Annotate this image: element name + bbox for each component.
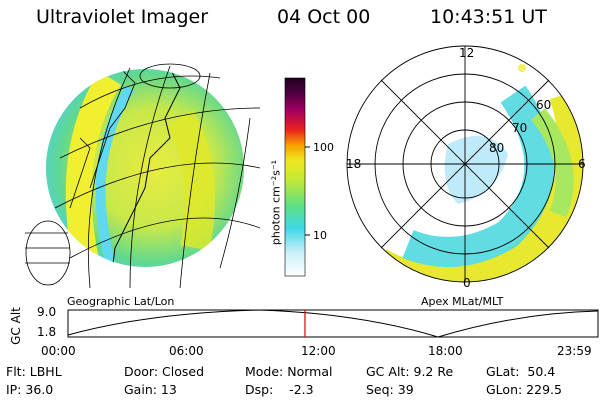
polar-plot-panel (346, 45, 584, 283)
status-mode: Mode: Normal (245, 364, 333, 379)
polar-panel-caption: Apex MLat/MLT (421, 295, 504, 308)
geographic-image-panel (25, 63, 261, 289)
mlat-label-60: 60 (536, 98, 552, 112)
mlat-label-80: 80 (489, 141, 505, 155)
status-gain: Gain: 13 (124, 382, 177, 397)
orbit-plot-frame (67, 309, 599, 338)
status-glon: GLon: 229.5 (486, 382, 562, 397)
mlt-label-18: 18 (346, 157, 362, 171)
mlt-label-0: 0 (463, 276, 471, 290)
instrument-title: Ultraviolet Imager (36, 6, 209, 28)
colorbar (284, 77, 310, 277)
orbit-y-tick-9: 9.0 (37, 305, 57, 319)
status-ip: IP: 36.0 (6, 382, 54, 397)
orbit-x-tick-1800: 18:00 (428, 344, 463, 358)
status-gc-alt: GC Alt: 9.2 Re (366, 364, 454, 379)
colorbar-tick-100: 100 (313, 141, 334, 154)
coastline (109, 69, 181, 267)
status-filter: Flt: LBHL (6, 364, 62, 379)
mlat-label-70: 70 (512, 121, 528, 135)
orbit-x-tick-1200: 12:00 (301, 344, 336, 358)
colorbar-unit-label: photon cm⁻²s⁻¹ (269, 159, 283, 246)
status-door: Door: Closed (124, 364, 205, 379)
orbit-altitude-plot (67, 309, 599, 338)
orbit-plot-ylabel: GC Alt (9, 307, 23, 345)
orbit-altitude-curve (67, 309, 599, 338)
mlt-label-6: 6 (578, 157, 586, 171)
lat-lon-grid (25, 63, 261, 289)
status-dsp: Dsp: -2.3 (245, 382, 314, 397)
colorbar-tick-10: 10 (313, 229, 327, 242)
observation-time: 10:43:51 UT (430, 6, 547, 28)
orbit-x-tick-2359: 23:59 (557, 344, 592, 358)
mlt-label-12: 12 (459, 46, 475, 60)
orbit-x-tick-0000: 00:00 (41, 344, 76, 358)
geo-panel-caption: Geographic Lat/Lon (67, 295, 175, 308)
orbit-x-tick-0600: 06:00 (169, 344, 204, 358)
status-glat: GLat: 50.4 (486, 364, 556, 379)
orbit-y-tick-1-8: 1.8 (37, 325, 57, 339)
status-seq: Seq: 39 (366, 382, 414, 397)
observation-date: 04 Oct 00 (277, 6, 371, 28)
